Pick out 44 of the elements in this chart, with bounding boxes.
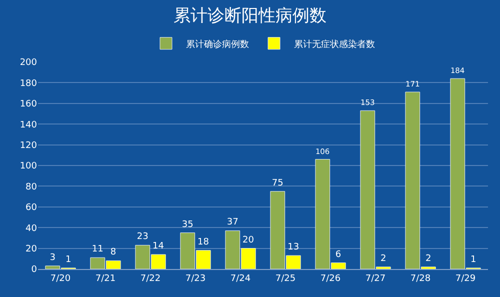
x-tick-label: 7/23 [185, 274, 206, 284]
data-label: 1 [66, 254, 72, 265]
data-label: 2 [426, 254, 432, 264]
y-tick-label: 20 [26, 244, 38, 254]
y-tick-label: 140 [20, 120, 38, 130]
y-tick-label: 80 [26, 182, 38, 192]
y-tick-label: 120 [20, 140, 38, 151]
data-label: 2 [380, 254, 386, 264]
data-label: 8 [110, 248, 116, 258]
data-label: 13 [288, 242, 300, 253]
data-label: 106 [315, 146, 330, 156]
x-tick-label: 7/21 [95, 274, 116, 284]
data-label: 20 [242, 235, 254, 246]
data-label: 6 [335, 250, 342, 260]
data-label: 75 [272, 178, 284, 188]
chart-title: 累计诊断阳性病例数 [174, 6, 326, 26]
data-label: 37 [226, 218, 238, 228]
y-tick-label: 40 [26, 224, 38, 234]
data-label: 184 [450, 66, 465, 76]
data-label: 153 [360, 98, 376, 108]
data-label: 171 [405, 79, 420, 88]
x-tick-label: 7/26 [320, 274, 341, 284]
x-tick-label: 7/25 [275, 274, 296, 284]
data-label: 23 [136, 232, 148, 242]
x-tick-label: 7/29 [455, 274, 476, 284]
data-label: 35 [182, 220, 194, 230]
data-label: 18 [198, 237, 210, 248]
x-tick-label: 7/22 [140, 274, 161, 284]
y-tick-label: 180 [20, 78, 38, 89]
data-label: 3 [50, 252, 56, 263]
y-tick-label: 160 [20, 100, 38, 110]
x-tick-label: 7/20 [50, 274, 71, 284]
data-label: 11 [92, 244, 104, 255]
x-tick-label: 7/28 [410, 274, 431, 284]
legend-label: 累计确诊病例数 [186, 38, 249, 50]
y-tick-label: 200 [20, 58, 38, 68]
legend-label: 累计无症状感染者数 [294, 38, 375, 50]
x-tick-label: 7/24 [230, 274, 251, 284]
y-tick-label: 100 [20, 162, 38, 172]
data-label: 1 [470, 254, 476, 265]
y-tick-label: 0 [31, 265, 38, 276]
data-label: 14 [152, 242, 164, 252]
x-tick-label: 7/27 [365, 274, 386, 284]
y-tick-label: 60 [26, 203, 38, 214]
